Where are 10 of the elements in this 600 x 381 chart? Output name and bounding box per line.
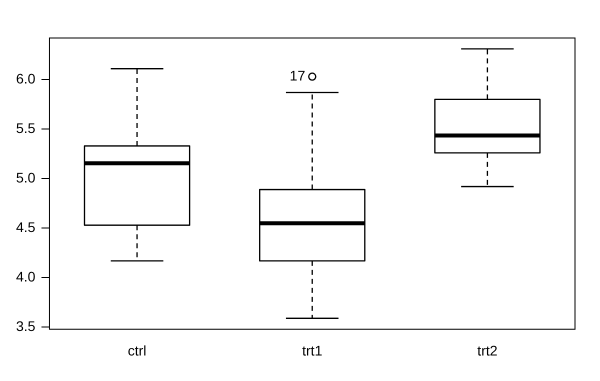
y-tick-label: 3.5 xyxy=(16,318,36,334)
y-tick-label: 5.5 xyxy=(16,120,36,136)
y-tick-label: 4.5 xyxy=(16,219,36,236)
y-tick-label: 5.0 xyxy=(16,170,36,186)
annotation: 17 xyxy=(290,67,306,84)
x-tick-label: ctrl xyxy=(128,342,146,358)
x-tick-label: trt2 xyxy=(477,342,498,358)
y-tick-label: 6.0 xyxy=(16,70,36,86)
y-tick-label: 4.0 xyxy=(16,268,36,285)
x-tick-label: trt1 xyxy=(302,342,323,358)
